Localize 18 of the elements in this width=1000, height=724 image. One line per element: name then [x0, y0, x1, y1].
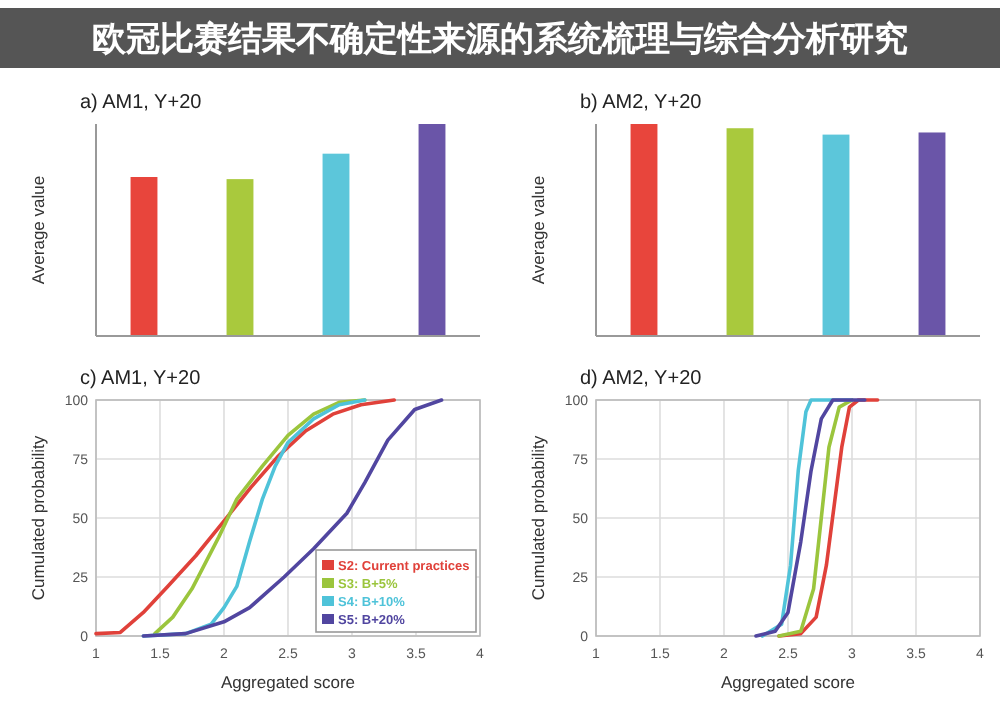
- chart-title: a) AM1, Y+20: [80, 92, 203, 114]
- line-series: [777, 398, 880, 638]
- line-series: [777, 398, 854, 638]
- bar: [322, 153, 350, 336]
- y-axis-title: Cumulated probability: [528, 434, 548, 601]
- y-axis-title: Average value: [528, 175, 548, 285]
- x-axis-title: Aggregated score: [720, 672, 856, 692]
- bar: [418, 124, 446, 336]
- line-series: [754, 398, 867, 638]
- y-axis-title: Average value: [28, 175, 48, 285]
- x-axis-title: Aggregated score: [220, 672, 356, 692]
- chart-title: d) AM2, Y+20: [580, 368, 703, 390]
- text: 欧冠比赛结果不确定性来源的系统梳理与综合分析研究: [92, 20, 908, 58]
- chart-title: c) AM1, Y+20: [80, 368, 202, 390]
- bar: [130, 177, 158, 336]
- bar: [226, 179, 254, 336]
- chart-title: b) AM2, Y+20: [580, 92, 703, 114]
- y-axis-title: Cumulated probability: [28, 434, 48, 601]
